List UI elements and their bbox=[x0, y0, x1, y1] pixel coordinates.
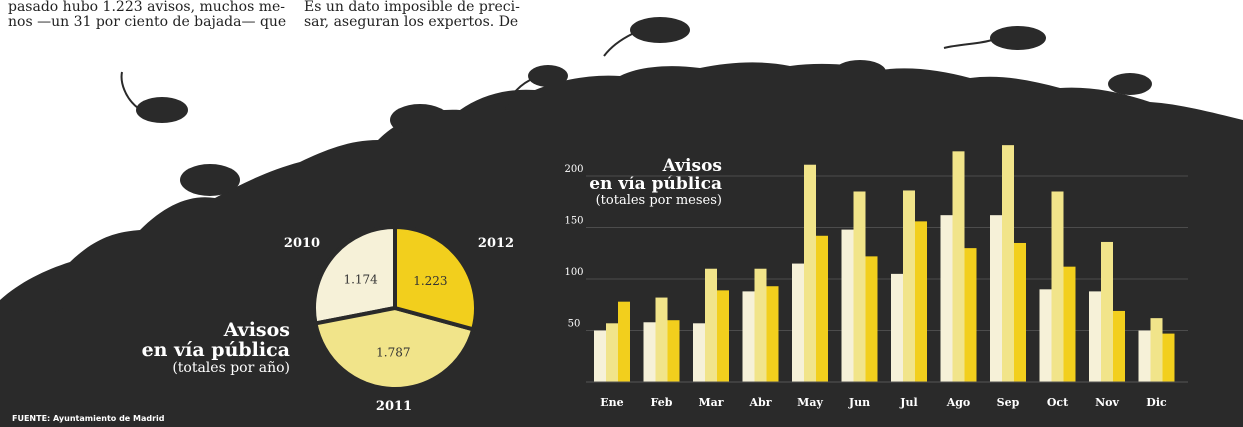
bar-Oct-2010 bbox=[1039, 289, 1052, 382]
pie-value-label: 1.787 bbox=[376, 346, 410, 360]
y-tick-label: 50 bbox=[568, 319, 581, 330]
pie-slice-2011 bbox=[313, 305, 476, 391]
bar-Sep-2012 bbox=[1014, 242, 1026, 382]
x-tick-label: Oct bbox=[1047, 396, 1069, 409]
bar-Dic-2010 bbox=[1138, 330, 1151, 382]
rat-figures bbox=[12, 17, 1152, 314]
pie-chart-title-block: Avisos en vía pública (totales por año) bbox=[140, 320, 290, 377]
x-tick-label: Sep bbox=[997, 396, 1020, 409]
rat-tail bbox=[603, 33, 633, 57]
bar-Mar-2011 bbox=[705, 268, 717, 382]
bar-Feb-2011 bbox=[655, 297, 668, 382]
y-tick-label: 150 bbox=[564, 216, 583, 227]
article-line: sar, aseguran los expertos. De bbox=[304, 14, 519, 30]
pie-year-label: 2011 bbox=[376, 399, 412, 414]
rat-shape bbox=[136, 97, 188, 123]
bar-chart-title: Avisos bbox=[662, 156, 722, 176]
pie-value-label: 1.174 bbox=[343, 273, 378, 287]
pie-year-label: 2012 bbox=[478, 236, 514, 251]
bar-Mar-2012 bbox=[717, 290, 729, 382]
y-tick-label: 100 bbox=[564, 267, 583, 278]
bar-Feb-2010 bbox=[643, 322, 656, 382]
bar-May-2012 bbox=[816, 235, 828, 382]
article-column-1: pasado hubo 1.223 avisos, muchos me- nos… bbox=[8, 0, 286, 30]
pie-year-label: 2010 bbox=[284, 236, 320, 251]
pie-value-label: 1.223 bbox=[413, 274, 447, 288]
rat-tail bbox=[120, 71, 139, 109]
article-column-2: Es un dato imposible de preci- sar, aseg… bbox=[304, 0, 520, 30]
x-tick-label: Ago bbox=[946, 396, 971, 409]
x-tick-label: Jun bbox=[848, 396, 870, 409]
rat-shape bbox=[990, 26, 1046, 50]
bar-Mar-2010 bbox=[693, 323, 705, 382]
x-tick-label: Ene bbox=[600, 396, 623, 409]
x-tick-label: Nov bbox=[1095, 396, 1119, 409]
pie-slice-2012 bbox=[393, 224, 478, 332]
bar-Ene-2010 bbox=[594, 330, 606, 382]
rat-shape bbox=[390, 104, 450, 136]
rat-tail bbox=[505, 79, 531, 111]
rat-shape bbox=[12, 286, 68, 314]
rat-shape bbox=[1108, 73, 1152, 95]
bar-Dic-2012 bbox=[1162, 333, 1175, 382]
article-line: Es un dato imposible de preci- bbox=[304, 0, 520, 15]
bar-Jul-2012 bbox=[915, 221, 927, 382]
bar-Ene-2012 bbox=[618, 301, 630, 382]
bar-May-2010 bbox=[792, 263, 804, 382]
bar-Abr-2010 bbox=[742, 291, 755, 382]
bar-chart-title-block: Avisos en vía pública (totales por meses… bbox=[572, 157, 722, 209]
bar-Dic-2011 bbox=[1150, 318, 1163, 382]
bar-Feb-2012 bbox=[667, 320, 680, 382]
x-tick-label: Feb bbox=[651, 396, 673, 409]
silhouette-mass bbox=[0, 62, 1243, 427]
bar-Jun-2011 bbox=[853, 191, 866, 382]
bar-Ago-2011 bbox=[952, 151, 965, 382]
y-tick-label: 200 bbox=[564, 164, 583, 175]
x-tick-label: May bbox=[797, 396, 823, 409]
pie-chart-subtitle: (totales por año) bbox=[172, 360, 290, 376]
bar-Jun-2010 bbox=[841, 229, 854, 382]
bar-Oct-2012 bbox=[1063, 266, 1076, 382]
rat-shape bbox=[630, 17, 690, 43]
bar-Nov-2011 bbox=[1101, 241, 1113, 382]
bar-Jul-2011 bbox=[903, 190, 915, 382]
pie-slice-2010 bbox=[312, 224, 397, 326]
bar-Sep-2011 bbox=[1002, 145, 1014, 382]
bar-Ene-2011 bbox=[606, 323, 618, 382]
bar-Nov-2012 bbox=[1113, 310, 1125, 382]
bar-Abr-2011 bbox=[754, 268, 767, 382]
rat-shape bbox=[180, 164, 240, 196]
x-tick-label: Jul bbox=[899, 396, 917, 409]
x-tick-label: Dic bbox=[1146, 396, 1167, 409]
bar-Ago-2012 bbox=[964, 248, 977, 382]
bar-chart-title-line2: en vía pública bbox=[589, 174, 722, 194]
article-line: pasado hubo 1.223 avisos, muchos me- bbox=[8, 0, 286, 15]
bar-chart-subtitle: (totales por meses) bbox=[595, 193, 722, 208]
bar-Abr-2012 bbox=[766, 286, 779, 382]
pie-chart-title: Avisos bbox=[223, 319, 290, 341]
rat-tail bbox=[943, 39, 993, 49]
source-note: FUENTE: Ayuntamiento de Madrid bbox=[12, 414, 165, 423]
bar-Oct-2011 bbox=[1051, 191, 1064, 382]
rat-shape bbox=[528, 65, 568, 87]
bar-Jul-2010 bbox=[891, 273, 903, 382]
pie-chart-title-line2: en vía pública bbox=[141, 339, 290, 361]
x-tick-label: Abr bbox=[748, 396, 771, 409]
bar-May-2011 bbox=[804, 164, 816, 382]
article-line: nos —un 31 por ciento de bajada— que bbox=[8, 14, 287, 30]
bar-Ago-2010 bbox=[940, 215, 953, 382]
rat-shape bbox=[834, 60, 886, 84]
x-tick-label: Mar bbox=[698, 396, 723, 409]
bar-Jun-2012 bbox=[865, 256, 878, 382]
bar-Sep-2010 bbox=[990, 215, 1002, 382]
bar-Nov-2010 bbox=[1089, 291, 1101, 382]
